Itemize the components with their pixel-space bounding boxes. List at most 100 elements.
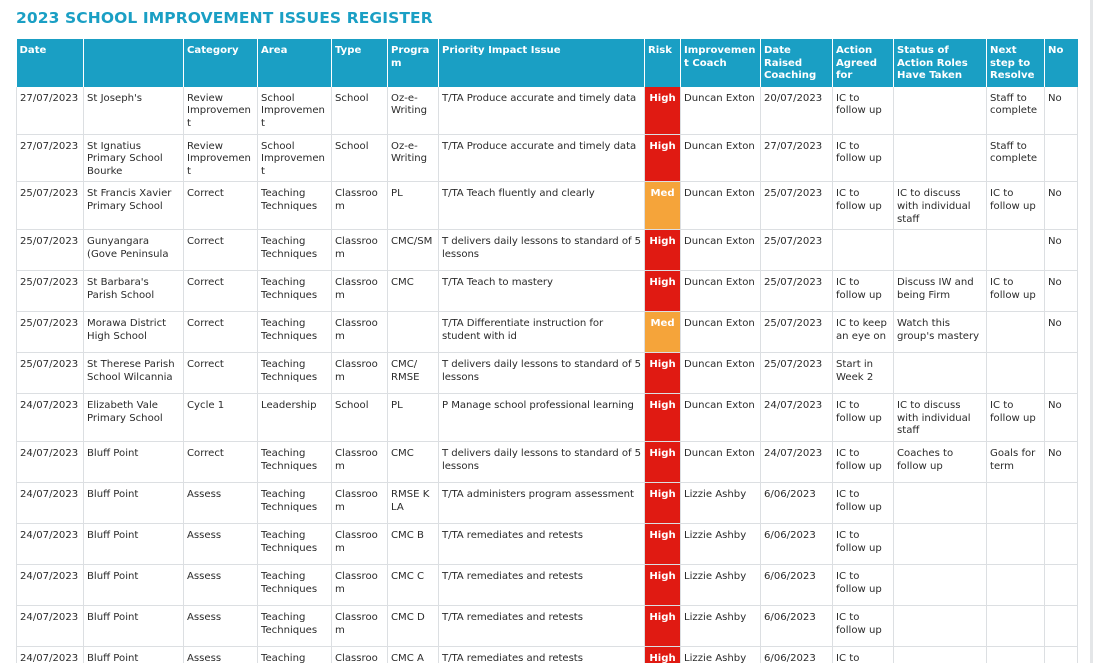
cell-improvement-coach[interactable]: Lizzie Ashby [680, 646, 761, 663]
cell-priority-impact-issue[interactable]: T/TA Teach to mastery [438, 270, 645, 313]
cell-date[interactable]: 24/07/2023 [16, 393, 84, 442]
cell-date-raised[interactable]: 25/07/2023 [760, 352, 833, 395]
cell-action-agreed[interactable]: IC to follow up [832, 393, 894, 442]
cell-next-step[interactable]: Staff to complete [986, 86, 1045, 135]
cell-action-agreed[interactable]: IC to follow up [832, 482, 894, 524]
cell-area[interactable]: Teaching Techniques [257, 181, 332, 231]
cell-next-step[interactable]: IC to follow up [986, 393, 1045, 442]
cell-risk[interactable]: High [644, 523, 681, 565]
cell-next-step[interactable]: IC to follow up [986, 270, 1045, 313]
cell-date-raised[interactable]: 25/07/2023 [760, 311, 833, 354]
cell-next-step[interactable]: Goals for term [986, 441, 1045, 483]
cell-action-agreed[interactable]: IC to follow up [832, 181, 894, 231]
cell-status-of-action[interactable] [893, 564, 987, 606]
cell-date-raised[interactable]: 20/07/2023 [760, 86, 833, 135]
cell-school[interactable]: Bluff Point [83, 605, 184, 647]
cell-risk[interactable]: High [644, 134, 681, 183]
header-date[interactable]: Date [16, 39, 84, 87]
cell-priority-impact-issue[interactable]: T/TA Teach fluently and clearly [438, 181, 645, 231]
cell-date[interactable]: 24/07/2023 [16, 605, 84, 647]
cell-action-agreed[interactable]: IC to follow up [832, 523, 894, 565]
cell-program[interactable] [387, 311, 439, 354]
cell-program[interactable]: CMC [387, 270, 439, 313]
cell-status-of-action[interactable]: IC to discuss with individual staff [893, 393, 987, 442]
cell-type[interactable]: Classroom [331, 441, 388, 483]
cell-date[interactable]: 25/07/2023 [16, 229, 84, 272]
cell-action-agreed[interactable]: IC to follow up [832, 564, 894, 606]
cell-date[interactable]: 25/07/2023 [16, 181, 84, 231]
cell-improvement-coach[interactable]: Duncan Exton [680, 229, 761, 272]
cell-no[interactable] [1044, 352, 1078, 395]
cell-type[interactable]: Classroom [331, 311, 388, 354]
cell-school[interactable]: St Therese Parish School Wilcannia [83, 352, 184, 395]
cell-area[interactable]: Teaching Techniques [257, 441, 332, 483]
cell-risk[interactable]: High [644, 86, 681, 135]
cell-school[interactable]: Elizabeth Vale Primary School [83, 393, 184, 442]
cell-risk[interactable]: Med [644, 311, 681, 354]
cell-no[interactable] [1044, 605, 1078, 647]
cell-status-of-action[interactable]: Coaches to follow up [893, 441, 987, 483]
cell-action-agreed[interactable]: IC to follow up [832, 605, 894, 647]
header-action-agreed[interactable]: Action Agreed for [832, 39, 894, 87]
cell-area[interactable]: Teaching Techniques [257, 229, 332, 272]
cell-program[interactable]: CMC/SM [387, 229, 439, 272]
cell-category[interactable]: Cycle 1 [183, 393, 258, 442]
cell-school[interactable]: Bluff Point [83, 441, 184, 483]
cell-next-step[interactable] [986, 482, 1045, 524]
cell-type[interactable]: Classroom [331, 523, 388, 565]
cell-type[interactable]: Classroom [331, 646, 388, 663]
table-row[interactable]: 25/07/2023 St Francis Xavier Primary Scho… [16, 181, 1078, 231]
cell-date[interactable]: 24/07/2023 [16, 441, 84, 483]
cell-action-agreed[interactable]: IC to keep an eye on [832, 311, 894, 354]
cell-date[interactable]: 25/07/2023 [16, 311, 84, 354]
cell-area[interactable]: Teaching Techniques [257, 352, 332, 395]
cell-action-agreed[interactable]: Start in Week 2 [832, 352, 894, 395]
cell-no[interactable]: No [1044, 311, 1078, 354]
table-row[interactable]: 27/07/2023 St Joseph's Review Improvement S… [16, 86, 1078, 135]
cell-date[interactable]: 25/07/2023 [16, 352, 84, 395]
cell-school[interactable]: St Barbara's Parish School [83, 270, 184, 313]
cell-improvement-coach[interactable]: Duncan Exton [680, 86, 761, 135]
cell-no[interactable]: No [1044, 270, 1078, 313]
cell-improvement-coach[interactable]: Duncan Exton [680, 441, 761, 483]
cell-priority-impact-issue[interactable]: T/TA remediates and retests [438, 564, 645, 606]
cell-no[interactable]: No [1044, 229, 1078, 272]
cell-improvement-coach[interactable]: Lizzie Ashby [680, 523, 761, 565]
cell-area[interactable]: Teaching Techniques [257, 270, 332, 313]
cell-school[interactable]: St Ignatius Primary School Bourke [83, 134, 184, 183]
cell-priority-impact-issue[interactable]: T/TA administers program assessment [438, 482, 645, 524]
cell-category[interactable]: Assess [183, 605, 258, 647]
cell-priority-impact-issue[interactable]: T delivers daily lessons to standard of … [438, 441, 645, 483]
cell-priority-impact-issue[interactable]: T/TA remediates and retests [438, 605, 645, 647]
cell-no[interactable] [1044, 523, 1078, 565]
scrollbar-edge[interactable] [1090, 0, 1093, 663]
cell-status-of-action[interactable] [893, 352, 987, 395]
cell-improvement-coach[interactable]: Lizzie Ashby [680, 482, 761, 524]
cell-date-raised[interactable]: 6/06/2023 [760, 523, 833, 565]
cell-date-raised[interactable]: 24/07/2023 [760, 393, 833, 442]
cell-priority-impact-issue[interactable]: T delivers daily lessons to standard of … [438, 229, 645, 272]
cell-type[interactable]: School [331, 393, 388, 442]
header-category[interactable]: Category [183, 39, 258, 87]
cell-type[interactable]: Classroom [331, 605, 388, 647]
cell-category[interactable]: Assess [183, 564, 258, 606]
cell-date[interactable]: 27/07/2023 [16, 134, 84, 183]
cell-next-step[interactable]: IC to follow up [986, 181, 1045, 231]
header-type[interactable]: Type [331, 39, 388, 87]
cell-status-of-action[interactable]: Watch this group's mastery [893, 311, 987, 354]
cell-improvement-coach[interactable]: Lizzie Ashby [680, 564, 761, 606]
cell-no[interactable] [1044, 482, 1078, 524]
cell-date-raised[interactable]: 27/07/2023 [760, 134, 833, 183]
cell-no[interactable]: No [1044, 86, 1078, 135]
header-program[interactable]: Program [387, 39, 439, 87]
cell-date[interactable]: 27/07/2023 [16, 86, 84, 135]
cell-status-of-action[interactable] [893, 229, 987, 272]
cell-priority-impact-issue[interactable]: T/TA Produce accurate and timely data [438, 86, 645, 135]
cell-category[interactable]: Assess [183, 482, 258, 524]
cell-category[interactable]: Review Improvement [183, 134, 258, 183]
header-no[interactable]: No [1044, 39, 1078, 87]
table-row[interactable]: 27/07/2023 St Ignatius Primary School Bou… [16, 134, 1078, 183]
cell-school[interactable]: Bluff Point [83, 523, 184, 565]
cell-category[interactable]: Correct [183, 352, 258, 395]
